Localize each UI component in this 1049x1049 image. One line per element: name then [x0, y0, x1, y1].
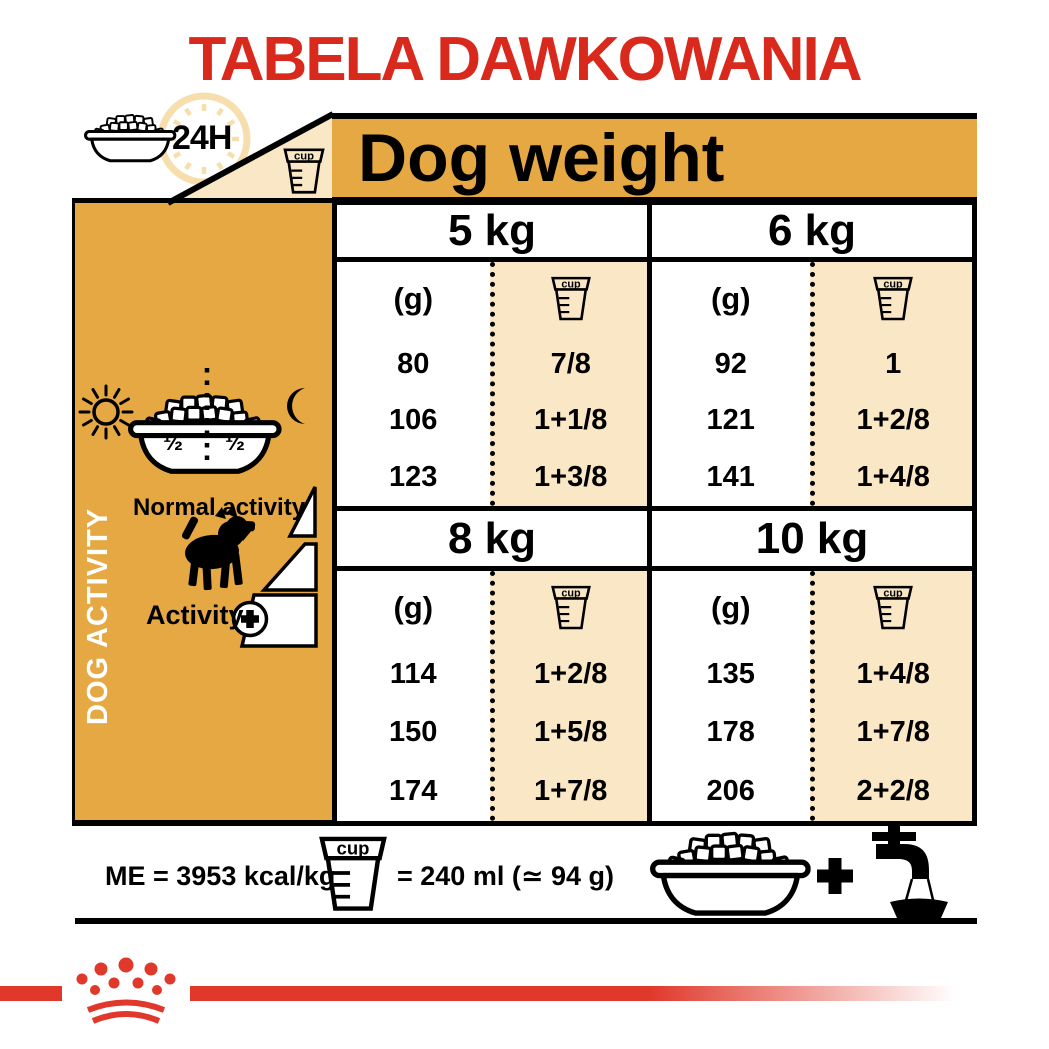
grams-column: (g) 135 178 206 [652, 571, 810, 821]
grams-column: (g) 92 121 141 [652, 262, 810, 506]
weight-label: 5 kg [447, 206, 537, 255]
grams-column: (g) 80 106 123 [337, 262, 490, 506]
grams-value: 106 [389, 404, 438, 437]
grams-value: 135 [706, 657, 755, 690]
measuring-cup-icon: cup [551, 585, 591, 631]
cups-value: 1+3/8 [534, 461, 608, 494]
normal-activity-label: Normal activity [133, 494, 306, 521]
dog-activity-label: DOG ACTIVITY [82, 507, 114, 725]
weight-header-10kg: 10 kg [652, 511, 972, 571]
cup-label: cup [337, 838, 370, 859]
cups-value: 1+1/8 [534, 404, 608, 437]
measuring-cup-icon: cup [317, 836, 389, 913]
grams-value: 141 [706, 461, 755, 494]
grams-unit-label: (g) [393, 281, 434, 316]
h24-label: 24H [172, 119, 232, 157]
dosage-table: 5 kg 6 kg (g) 80 106 123 cup 7/8 1+1/8 1… [332, 200, 977, 826]
cup-label: cup [561, 278, 581, 290]
cup-label: cup [561, 587, 581, 599]
half-portion-left-label: ½ [162, 429, 183, 456]
divider [75, 918, 977, 924]
cups-value: 1+2/8 [534, 657, 608, 690]
cups-value: 1+7/8 [534, 775, 608, 808]
dosage-block-5kg: (g) 80 106 123 cup 7/8 1+1/8 1+3/8 [337, 262, 652, 511]
grams-value: 80 [397, 347, 430, 380]
cups-value: 1+7/8 [856, 716, 930, 749]
metabolizable-energy-label: ME = 3953 kcal/kg [105, 861, 336, 891]
grams-value: 174 [389, 775, 438, 808]
grams-value: 150 [389, 716, 438, 749]
activity-plus-label: Activity [146, 600, 244, 630]
weight-label: 10 kg [755, 513, 869, 563]
plus-icon [817, 858, 853, 894]
cups-value: 1+4/8 [856, 461, 930, 494]
cups-value: 7/8 [550, 347, 591, 380]
cups-column: cup 7/8 1+1/8 1+3/8 [489, 262, 647, 506]
kibble-bowl-icon [84, 113, 177, 163]
grams-value: 92 [714, 347, 747, 380]
cups-value: 1 [885, 347, 902, 380]
cups-column: cup 1+4/8 1+7/8 2+2/8 [809, 571, 972, 821]
page-title: TABELA DAWKOWANIA [188, 25, 862, 94]
grams-value: 206 [706, 775, 755, 808]
grams-value: 121 [706, 404, 755, 437]
grams-value: 114 [389, 657, 437, 690]
cup-label: cup [294, 150, 314, 162]
grams-unit-label: (g) [710, 590, 751, 625]
water-tap-icon [872, 825, 948, 923]
cups-column: cup 1 1+2/8 1+4/8 [809, 262, 972, 506]
weight-label: 8 kg [447, 513, 537, 563]
grams-column: (g) 114 150 174 [337, 571, 490, 821]
weight-label: 6 kg [767, 206, 857, 255]
footer-kibble-bowl-icon [653, 833, 808, 913]
measuring-cup-icon: cup [873, 276, 913, 322]
cups-value: 1+5/8 [534, 716, 608, 749]
grams-value: 123 [389, 461, 438, 494]
grams-value: 178 [706, 716, 755, 749]
cup-label: cup [884, 278, 904, 290]
cups-value: 2+2/8 [856, 775, 930, 808]
grams-unit-label: (g) [710, 281, 751, 316]
cup-equivalence-label: = 240 ml (≃ 94 g) [397, 861, 614, 891]
half-portion-right-label: ½ [224, 429, 245, 456]
dog-weight-header-band: Dog weight [332, 113, 977, 202]
measuring-cup-icon: cup [283, 148, 325, 195]
cups-column: cup 1+2/8 1+5/8 1+7/8 [489, 571, 647, 821]
weight-header-8kg: 8 kg [337, 511, 652, 571]
measuring-cup-icon: cup [873, 585, 913, 631]
cups-value: 1+2/8 [856, 404, 930, 437]
grams-unit-label: (g) [393, 590, 434, 625]
brand-stripe-right [190, 986, 980, 1001]
weight-header-6kg: 6 kg [652, 205, 972, 262]
cup-label: cup [884, 587, 904, 599]
brand-stripe-left [0, 986, 62, 1001]
dosage-block-6kg: (g) 92 121 141 cup 1 1+2/8 1+4/8 [652, 262, 972, 511]
weight-header-5kg: 5 kg [337, 205, 652, 262]
measuring-cup-icon: cup [551, 276, 591, 322]
dosage-block-10kg: (g) 135 178 206 cup 1+4/8 1+7/8 2+2/8 [652, 571, 972, 821]
dosage-block-8kg: (g) 114 150 174 cup 1+2/8 1+5/8 1+7/8 [337, 571, 652, 821]
dog-weight-label: Dog weight [358, 120, 725, 196]
royal-canin-crown-logo [76, 957, 176, 1024]
cups-value: 1+4/8 [856, 657, 930, 690]
